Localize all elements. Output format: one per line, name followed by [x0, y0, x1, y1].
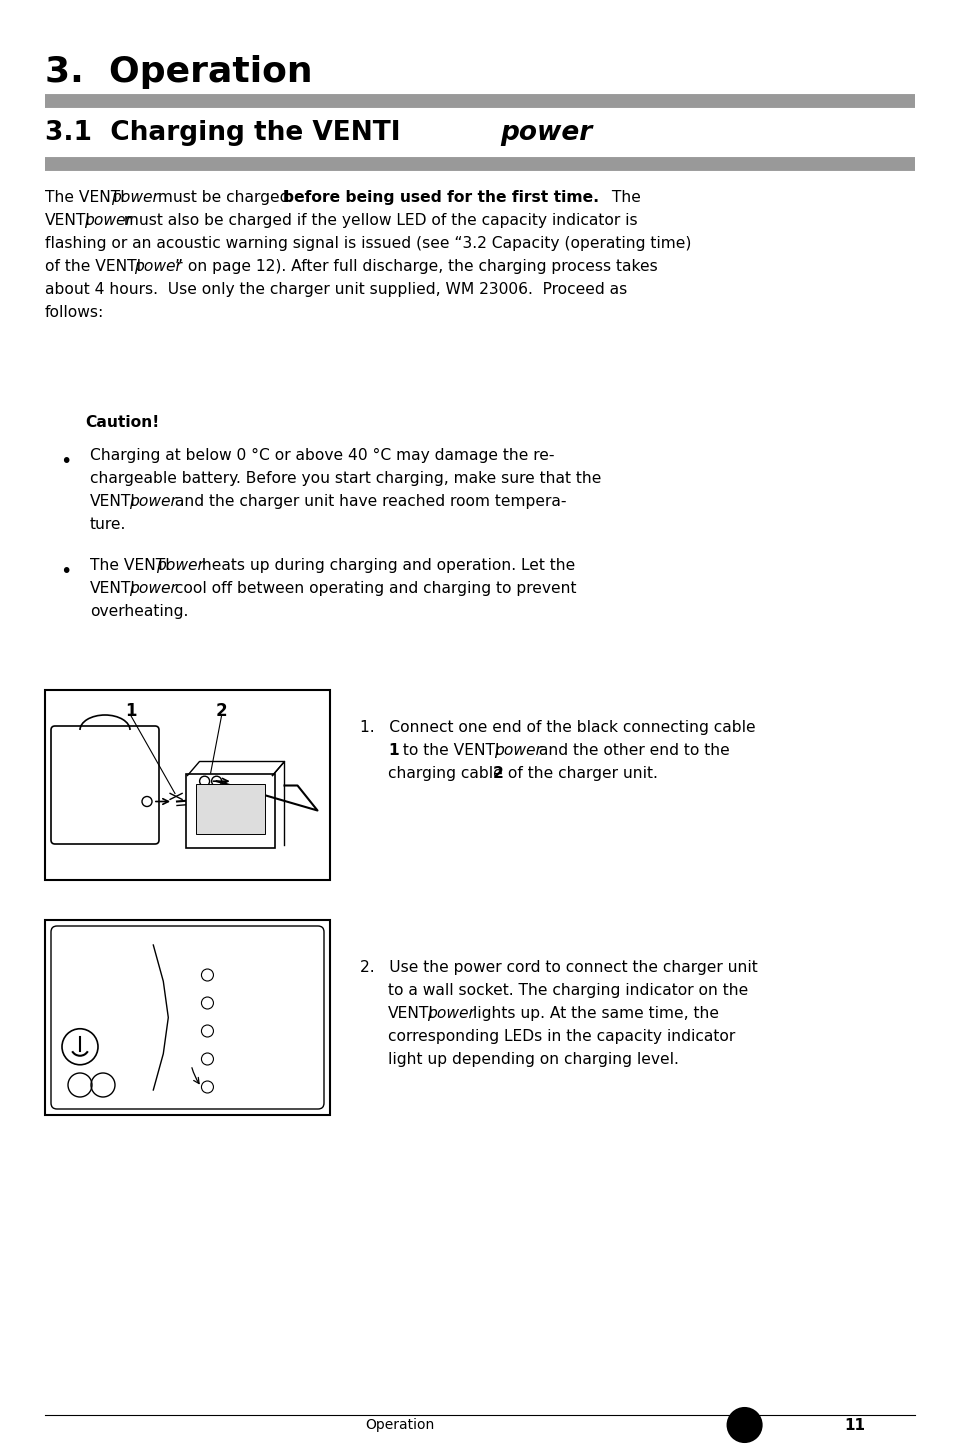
- Text: and the charger unit have reached room tempera-: and the charger unit have reached room t…: [170, 494, 566, 509]
- Bar: [196, 783, 265, 834]
- Text: before being used for the first time.: before being used for the first time.: [283, 190, 599, 205]
- Text: The: The: [607, 190, 641, 205]
- Text: heats up during charging and operation. Let the: heats up during charging and operation. …: [197, 558, 575, 572]
- Text: power: power: [102, 942, 134, 952]
- Text: ture.: ture.: [90, 517, 127, 532]
- Text: of the VENTI: of the VENTI: [45, 259, 141, 275]
- Text: light up depending on charging level.: light up depending on charging level.: [388, 1052, 679, 1067]
- Text: Operation: Operation: [365, 1418, 434, 1433]
- Text: Charging at below 0 °C or above 40 °C may damage the re-: Charging at below 0 °C or above 40 °C ma…: [90, 448, 555, 464]
- Text: The VENTI: The VENTI: [45, 190, 125, 205]
- Text: •: •: [60, 562, 71, 581]
- Text: 3.  Operation: 3. Operation: [45, 55, 313, 89]
- Text: VENTI: VENTI: [45, 214, 91, 228]
- Text: of the charger unit.: of the charger unit.: [503, 766, 658, 782]
- Text: power: power: [494, 742, 541, 758]
- Text: 11: 11: [845, 1418, 866, 1433]
- Text: to a wall socket. The charging indicator on the: to a wall socket. The charging indicator…: [388, 984, 748, 998]
- Text: chargeable battery. Before you start charging, make sure that the: chargeable battery. Before you start cha…: [90, 471, 601, 485]
- Text: must also be charged if the yellow LED of the capacity indicator is: must also be charged if the yellow LED o…: [119, 214, 637, 228]
- Text: power: power: [129, 494, 177, 509]
- Text: 2: 2: [216, 702, 228, 721]
- Text: The VENTI: The VENTI: [90, 558, 170, 572]
- Text: power: power: [427, 1005, 475, 1021]
- Text: Caution!: Caution!: [85, 416, 159, 430]
- Text: corresponding LEDs in the capacity indicator: corresponding LEDs in the capacity indic…: [388, 1029, 735, 1045]
- Text: VENTI: VENTI: [90, 581, 136, 596]
- FancyBboxPatch shape: [51, 926, 324, 1109]
- Text: Charging: Charging: [193, 1056, 253, 1069]
- Text: power: power: [84, 214, 132, 228]
- Text: 1.   Connect one end of the black connecting cable: 1. Connect one end of the black connecti…: [360, 721, 756, 735]
- Text: charging cable: charging cable: [388, 766, 508, 782]
- Circle shape: [728, 1408, 761, 1441]
- Text: EN: EN: [735, 1418, 754, 1431]
- Text: 1: 1: [388, 742, 398, 758]
- Text: 3.1  Charging the VENTI: 3.1 Charging the VENTI: [45, 121, 400, 145]
- Text: WEINMANN: WEINMANN: [63, 1088, 107, 1097]
- Text: power: power: [129, 581, 177, 596]
- Text: cool off between operating and charging to prevent: cool off between operating and charging …: [170, 581, 577, 596]
- Text: must be charged: must be charged: [153, 190, 295, 205]
- Text: and the other end to the: and the other end to the: [534, 742, 730, 758]
- Text: ” on page 12). After full discharge, the charging process takes: ” on page 12). After full discharge, the…: [175, 259, 658, 275]
- Text: power: power: [500, 121, 592, 145]
- FancyBboxPatch shape: [185, 773, 275, 847]
- Text: lights up. At the same time, the: lights up. At the same time, the: [468, 1005, 719, 1021]
- Text: 100 %: 100 %: [193, 942, 226, 952]
- Text: flashing or an acoustic warning signal is issued (see “3.2 Capacity (operating t: flashing or an acoustic warning signal i…: [45, 235, 691, 251]
- Text: VENTI: VENTI: [65, 942, 96, 952]
- Text: VENTI: VENTI: [388, 1005, 434, 1021]
- Text: power: power: [111, 190, 158, 205]
- Text: 1: 1: [125, 702, 136, 721]
- Text: to the VENTI: to the VENTI: [398, 742, 499, 758]
- Text: process: process: [193, 1072, 245, 1085]
- Text: •: •: [60, 452, 71, 471]
- Text: VENTI: VENTI: [90, 494, 136, 509]
- Bar: [45, 920, 330, 1114]
- Text: power: power: [156, 558, 204, 572]
- Text: power: power: [134, 259, 181, 275]
- Text: overheating.: overheating.: [90, 604, 188, 619]
- FancyBboxPatch shape: [51, 726, 159, 844]
- Text: 2.   Use the power cord to connect the charger unit: 2. Use the power cord to connect the cha…: [360, 960, 757, 975]
- Bar: [45, 690, 330, 881]
- Text: follows:: follows:: [45, 305, 105, 320]
- Text: 2: 2: [493, 766, 504, 782]
- Text: about 4 hours.  Use only the charger unit supplied, WM 23006.  Proceed as: about 4 hours. Use only the charger unit…: [45, 282, 627, 296]
